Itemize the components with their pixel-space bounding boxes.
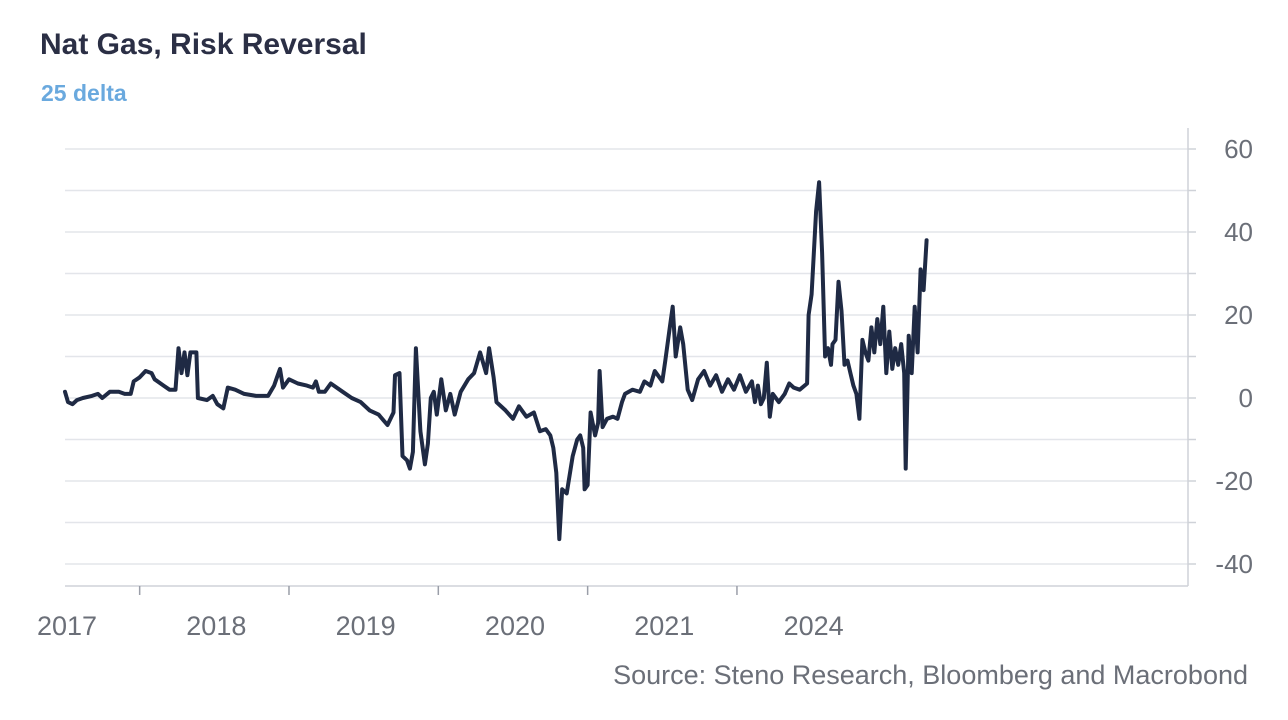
x-tick-label: 2018 (186, 611, 246, 641)
x-tick-label: 2017 (37, 611, 97, 641)
series-group (63, 180, 929, 542)
y-tick-label: 0 (1239, 383, 1253, 413)
series-line (63, 180, 929, 542)
x-tick-label: 2020 (485, 611, 545, 641)
x-tick-label: 2019 (336, 611, 396, 641)
y-tick-label: 40 (1224, 217, 1253, 247)
y-axis-ticks: -40 -20 0 20 40 60 (1188, 134, 1253, 579)
chart-subtitle: 25 delta (41, 80, 127, 106)
chart-title: Nat Gas, Risk Reversal (40, 28, 367, 61)
gridlines (65, 148, 1188, 565)
y-tick-label: 20 (1224, 300, 1253, 330)
x-tick-label: 2024 (784, 611, 844, 641)
y-tick-label: -20 (1215, 466, 1253, 496)
x-tick-label: 2021 (634, 611, 694, 641)
x-axis-ticks: 2017 2018 2019 2020 2021 2024 (37, 586, 844, 641)
source-note: Source: Steno Research, Bloomberg and Ma… (613, 660, 1248, 690)
y-tick-label: 60 (1224, 134, 1253, 164)
y-tick-label: -40 (1215, 549, 1253, 579)
